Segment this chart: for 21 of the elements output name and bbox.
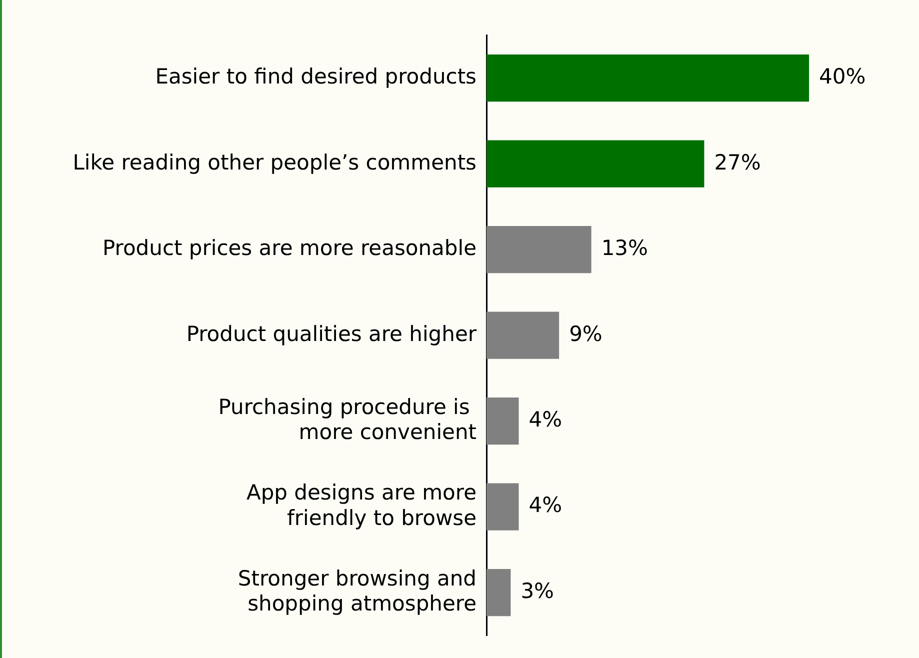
bar: [486, 483, 519, 530]
y-tick-label: Like reading other people’s comments: [72, 150, 476, 174]
y-tick-label: Easier to find desired products: [155, 64, 476, 89]
bar: [486, 140, 704, 188]
data-label: 27%: [714, 150, 761, 174]
y-tick-label: Stronger browsing and shopping atmosphere: [238, 566, 476, 616]
y-tick-label: Product qualities are higher: [186, 322, 477, 346]
bar: [486, 312, 560, 359]
bar: [486, 397, 519, 445]
data-label: 9%: [569, 322, 602, 346]
data-label: 4%: [528, 407, 562, 432]
data-label: 13%: [601, 236, 648, 260]
y-tick-label: App designs are more friendly to browse: [246, 480, 476, 530]
data-label: 4%: [528, 493, 562, 518]
data-label: 40%: [819, 64, 866, 89]
bar: [486, 568, 511, 616]
data-label: 3%: [520, 578, 554, 603]
y-tick-label: Product prices are more reasonable: [102, 236, 476, 260]
bar: [486, 54, 810, 102]
y-tick-label: Purchasing procedure is more convenient: [218, 394, 476, 444]
bar: [486, 226, 592, 274]
